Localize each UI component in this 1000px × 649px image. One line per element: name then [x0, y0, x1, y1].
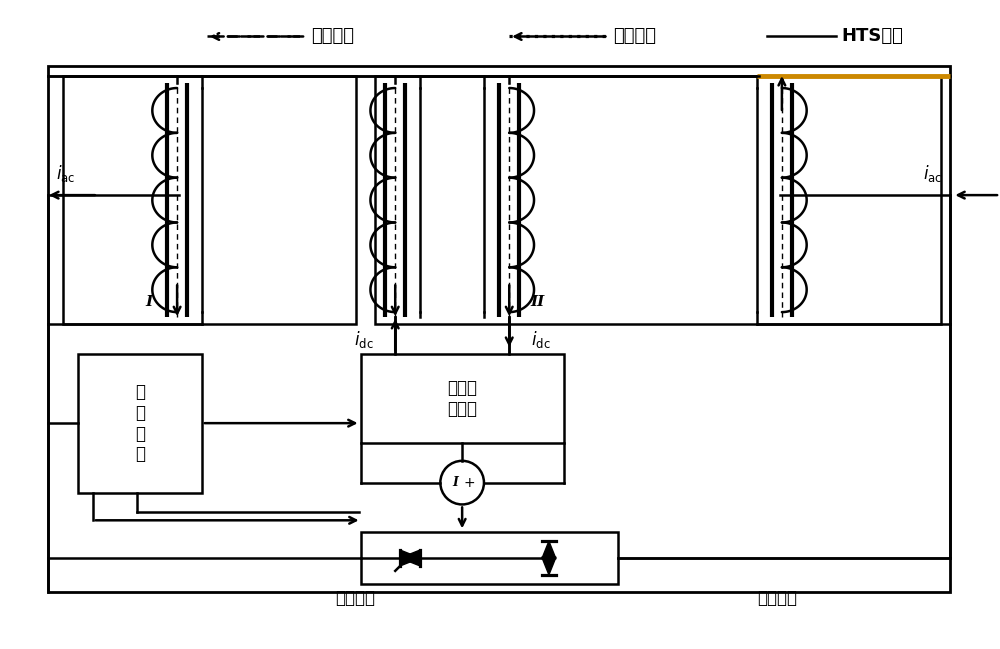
Text: $i_{\rm ac}$: $i_{\rm ac}$	[56, 163, 76, 184]
Bar	[63, 76, 356, 324]
Text: HTS线圈: HTS线圈	[841, 27, 903, 45]
Bar	[361, 532, 618, 583]
Text: 交流磁通: 交流磁通	[613, 27, 656, 45]
Text: $i_{\rm dc}$: $i_{\rm dc}$	[531, 329, 551, 350]
Text: II: II	[530, 295, 544, 309]
Bar	[361, 354, 564, 443]
Bar	[375, 76, 941, 324]
Text: I: I	[452, 476, 458, 489]
Text: 恢复开关: 恢复开关	[336, 589, 376, 607]
Text: $i_{\rm dc}$: $i_{\rm dc}$	[354, 329, 373, 350]
Polygon shape	[542, 541, 556, 559]
Bar	[78, 354, 202, 493]
Text: I: I	[146, 295, 153, 309]
Polygon shape	[400, 550, 420, 566]
Text: 直流磁通: 直流磁通	[311, 27, 354, 45]
Text: 直流控
制系统: 直流控 制系统	[447, 379, 477, 418]
Polygon shape	[400, 550, 420, 566]
Polygon shape	[542, 557, 556, 575]
Text: $i_{\rm ac}$: $i_{\rm ac}$	[923, 163, 942, 184]
Bar	[48, 66, 950, 592]
Text: 控
制
信
号: 控 制 信 号	[135, 383, 145, 463]
Text: 恢复电路: 恢复电路	[757, 589, 797, 607]
Text: +: +	[463, 476, 475, 489]
